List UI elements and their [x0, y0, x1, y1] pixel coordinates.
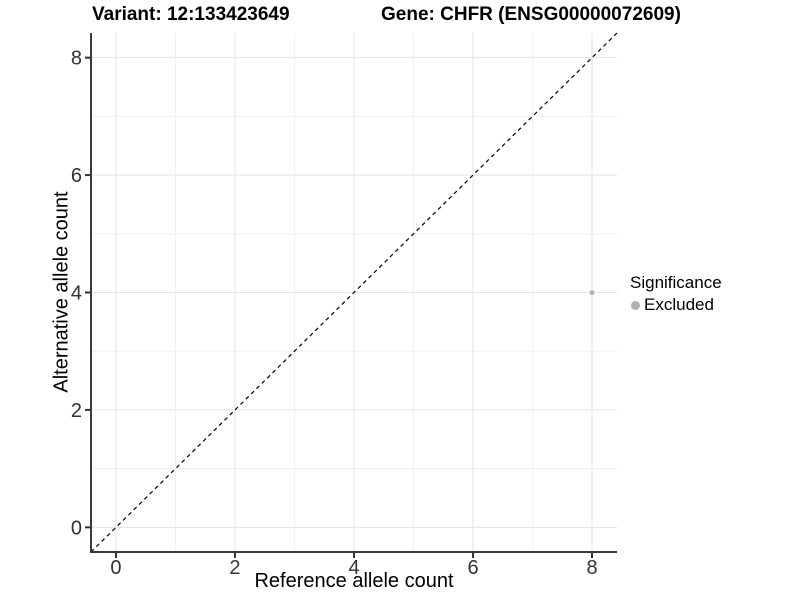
excluded-point-icon [631, 300, 640, 310]
data-point [589, 290, 595, 295]
legend-item-excluded: Excluded [630, 294, 722, 316]
y-tick-label: 4 [71, 283, 82, 305]
x-tick-label: 6 [467, 557, 478, 579]
y-axis-title: Alternative allele count [50, 191, 73, 393]
y-tick-label: 8 [71, 48, 82, 70]
variant-title: Variant: 12:133423649 [92, 4, 290, 25]
y-tick-label: 6 [71, 165, 82, 187]
identity-reference-line [90, 32, 618, 553]
legend-title: Significance [630, 273, 722, 292]
x-tick-label: 0 [110, 557, 121, 579]
x-axis-title: Reference allele count [254, 570, 454, 592]
gene-title: Gene: CHFR (ENSG00000072609) [381, 4, 681, 25]
y-tick-label: 0 [71, 517, 82, 539]
legend-item-label: Excluded [644, 295, 714, 314]
x-tick-label: 2 [229, 557, 240, 579]
y-tick-label: 2 [71, 400, 82, 422]
x-tick-label: 4 [348, 557, 359, 579]
x-tick-label: 8 [586, 557, 597, 579]
legend: Significance Excluded [630, 272, 722, 316]
